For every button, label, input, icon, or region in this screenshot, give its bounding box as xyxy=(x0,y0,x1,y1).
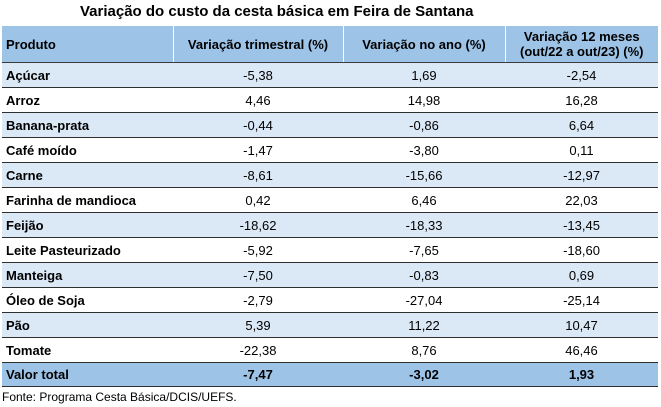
header-row: Produto Variação trimestral (%) Variação… xyxy=(2,26,658,63)
value-cell: -3,80 xyxy=(343,137,505,163)
value-cell: 0,42 xyxy=(173,187,343,213)
product-cell: Leite Pasteurizado xyxy=(2,237,173,263)
value-cell: -12,97 xyxy=(505,162,658,188)
table-row: Carne -8,61 -15,66 -12,97 xyxy=(2,162,658,188)
value-cell: -0,86 xyxy=(343,112,505,138)
value-cell: 22,03 xyxy=(505,187,658,213)
column-header-year: Variação no ano (%) xyxy=(342,26,505,63)
value-cell: 14,98 xyxy=(343,87,505,113)
value-cell: 46,46 xyxy=(505,337,658,363)
price-variation-table: Produto Variação trimestral (%) Variação… xyxy=(2,26,658,387)
column-header-quarterly: Variação trimestral (%) xyxy=(172,26,343,63)
table-row: Óleo de Soja -2,79 -27,04 -25,14 xyxy=(2,287,658,313)
product-cell: Café moído xyxy=(2,137,173,163)
value-cell: -1,47 xyxy=(173,137,343,163)
value-cell: -0,83 xyxy=(343,262,505,288)
table-row: Pão 5,39 11,22 10,47 xyxy=(2,312,658,338)
value-cell: -22,38 xyxy=(173,337,343,363)
column-header-12-months: Variação 12 meses (out/22 a out/23) (%) xyxy=(504,26,658,63)
product-cell: Óleo de Soja xyxy=(2,287,173,313)
total-value: -7,47 xyxy=(173,362,343,387)
table-row: Feijão -18,62 -18,33 -13,45 xyxy=(2,212,658,238)
value-cell: -5,38 xyxy=(173,62,343,88)
value-cell: 16,28 xyxy=(505,87,658,113)
value-cell: -2,54 xyxy=(505,62,658,88)
value-cell: 8,76 xyxy=(343,337,505,363)
value-cell: 6,46 xyxy=(343,187,505,213)
value-cell: -27,04 xyxy=(343,287,505,313)
product-cell: Tomate xyxy=(2,337,173,363)
value-cell: 5,39 xyxy=(173,312,343,338)
value-cell: -15,66 xyxy=(343,162,505,188)
value-cell: 6,64 xyxy=(505,112,658,138)
total-row: Valor total -7,47 -3,02 1,93 xyxy=(2,362,658,387)
total-value: -3,02 xyxy=(343,362,505,387)
product-cell: Arroz xyxy=(2,87,173,113)
table-row: Arroz 4,46 14,98 16,28 xyxy=(2,87,658,113)
value-cell: -7,50 xyxy=(173,262,343,288)
value-cell: -18,62 xyxy=(173,212,343,238)
value-cell: -25,14 xyxy=(505,287,658,313)
table-row: Farinha de mandioca 0,42 6,46 22,03 xyxy=(2,187,658,213)
value-cell: -13,45 xyxy=(505,212,658,238)
table-row: Manteiga -7,50 -0,83 0,69 xyxy=(2,262,658,288)
value-cell: 1,69 xyxy=(343,62,505,88)
value-cell: 4,46 xyxy=(173,87,343,113)
product-cell: Farinha de mandioca xyxy=(2,187,173,213)
value-cell: -0,44 xyxy=(173,112,343,138)
total-value: 1,93 xyxy=(505,362,658,387)
value-cell: -7,65 xyxy=(343,237,505,263)
value-cell: -18,33 xyxy=(343,212,505,238)
value-cell: 10,47 xyxy=(505,312,658,338)
product-cell: Açúcar xyxy=(2,62,173,88)
product-cell: Feijão xyxy=(2,212,173,238)
table-title: Variação do custo da cesta básica em Fei… xyxy=(80,3,474,20)
source-note: Fonte: Programa Cesta Básica/DCIS/UEFS. xyxy=(2,390,237,404)
total-label: Valor total xyxy=(2,362,173,387)
product-cell: Carne xyxy=(2,162,173,188)
value-cell: -18,60 xyxy=(505,237,658,263)
value-cell: -2,79 xyxy=(173,287,343,313)
value-cell: 11,22 xyxy=(343,312,505,338)
table-row: Leite Pasteurizado -5,92 -7,65 -18,60 xyxy=(2,237,658,263)
value-cell: 0,11 xyxy=(505,137,658,163)
table-row: Banana-prata -0,44 -0,86 6,64 xyxy=(2,112,658,138)
value-cell: -8,61 xyxy=(173,162,343,188)
table-row: Tomate -22,38 8,76 46,46 xyxy=(2,337,658,363)
table-row: Açúcar -5,38 1,69 -2,54 xyxy=(2,62,658,88)
product-cell: Banana-prata xyxy=(2,112,173,138)
value-cell: 0,69 xyxy=(505,262,658,288)
value-cell: -5,92 xyxy=(173,237,343,263)
column-header-product: Produto xyxy=(2,26,173,63)
product-cell: Pão xyxy=(2,312,173,338)
product-cell: Manteiga xyxy=(2,262,173,288)
table-row: Café moído -1,47 -3,80 0,11 xyxy=(2,137,658,163)
